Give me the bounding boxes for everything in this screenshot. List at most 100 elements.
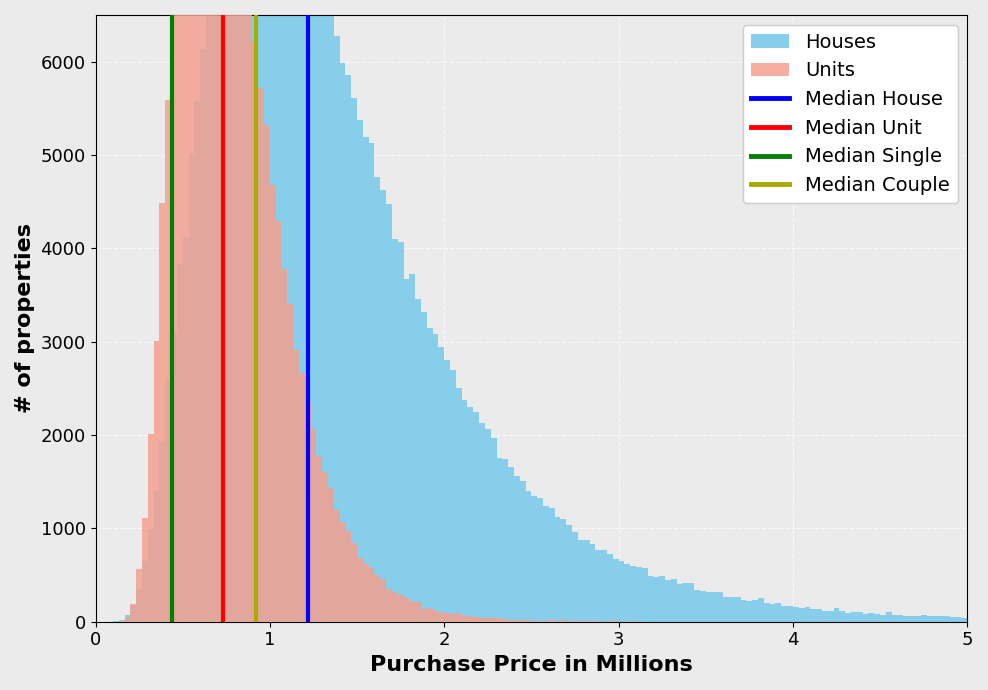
Bar bbox=[288, 304, 293, 622]
Bar bbox=[130, 604, 136, 622]
Bar bbox=[520, 481, 526, 622]
Bar bbox=[554, 621, 560, 622]
Bar bbox=[276, 221, 282, 622]
Bar bbox=[782, 606, 787, 622]
Bar bbox=[241, 0, 247, 622]
Bar bbox=[136, 569, 142, 622]
Bar bbox=[142, 518, 148, 622]
Bar bbox=[502, 619, 508, 622]
Bar bbox=[921, 615, 927, 622]
Bar bbox=[700, 591, 705, 622]
Bar bbox=[741, 600, 746, 622]
Bar bbox=[299, 0, 304, 622]
Bar bbox=[189, 0, 195, 622]
Median Unit bbox=[217, 618, 229, 626]
Bar bbox=[439, 612, 445, 622]
Bar bbox=[729, 597, 735, 622]
Bar bbox=[445, 359, 450, 622]
Bar bbox=[340, 522, 346, 622]
Bar bbox=[548, 620, 554, 622]
Bar bbox=[253, 0, 258, 622]
Bar bbox=[217, 0, 223, 622]
Bar bbox=[201, 49, 206, 622]
Bar bbox=[514, 476, 520, 622]
Bar bbox=[322, 0, 328, 622]
Bar bbox=[915, 615, 921, 622]
Bar bbox=[142, 561, 148, 622]
Legend: Houses, Units, Median House, Median Unit, Median Single, Median Couple: Houses, Units, Median House, Median Unit… bbox=[743, 25, 957, 203]
Bar bbox=[705, 592, 711, 622]
Bar bbox=[433, 611, 439, 622]
Bar bbox=[520, 620, 526, 622]
Bar bbox=[427, 608, 433, 622]
Bar bbox=[566, 525, 572, 622]
Bar bbox=[584, 621, 590, 622]
Bar bbox=[195, 0, 201, 622]
Bar bbox=[403, 279, 409, 622]
Bar bbox=[299, 373, 304, 622]
Bar bbox=[211, 0, 217, 622]
Bar bbox=[351, 98, 357, 622]
Bar bbox=[450, 371, 455, 622]
Bar bbox=[363, 564, 369, 622]
Bar bbox=[328, 488, 334, 622]
Median Couple bbox=[250, 618, 262, 626]
Bar bbox=[868, 613, 874, 622]
Bar bbox=[124, 615, 130, 622]
Bar bbox=[508, 620, 514, 622]
Bar bbox=[613, 559, 618, 622]
Bar bbox=[206, 0, 211, 622]
Bar bbox=[514, 620, 520, 622]
Bar bbox=[961, 618, 967, 622]
Median House bbox=[302, 618, 314, 626]
Bar bbox=[874, 613, 880, 622]
Bar bbox=[328, 6, 334, 622]
Bar bbox=[264, 126, 270, 622]
Bar bbox=[183, 0, 189, 622]
Bar bbox=[346, 75, 351, 622]
Bar bbox=[770, 604, 776, 622]
Bar bbox=[293, 0, 299, 622]
Bar bbox=[723, 597, 729, 622]
Bar bbox=[340, 63, 346, 622]
Bar bbox=[229, 0, 235, 622]
Bar bbox=[258, 0, 264, 622]
Bar bbox=[334, 510, 340, 622]
Bar bbox=[933, 616, 939, 622]
Median Single bbox=[166, 618, 178, 626]
Bar bbox=[572, 532, 578, 622]
Bar bbox=[183, 237, 189, 622]
Bar bbox=[409, 601, 415, 622]
Bar bbox=[136, 589, 142, 622]
Bar bbox=[398, 242, 403, 622]
Bar bbox=[863, 614, 868, 622]
Bar bbox=[537, 621, 543, 622]
Median Single bbox=[166, 618, 178, 626]
Median Unit bbox=[217, 618, 229, 626]
Bar bbox=[927, 616, 933, 622]
Bar bbox=[955, 617, 961, 622]
Bar bbox=[386, 589, 392, 622]
Bar bbox=[247, 0, 253, 622]
Bar bbox=[450, 614, 455, 622]
Bar bbox=[346, 531, 351, 622]
Bar bbox=[119, 620, 124, 622]
Bar bbox=[711, 593, 717, 622]
Bar bbox=[386, 204, 392, 622]
Bar bbox=[177, 264, 183, 622]
Bar bbox=[439, 347, 445, 622]
Bar bbox=[380, 190, 386, 622]
Bar bbox=[636, 566, 642, 622]
Bar bbox=[845, 613, 851, 622]
Bar bbox=[270, 0, 276, 622]
Bar bbox=[415, 299, 421, 622]
Bar bbox=[717, 591, 723, 622]
Bar bbox=[677, 584, 683, 622]
Bar bbox=[165, 380, 171, 622]
Bar bbox=[746, 601, 752, 622]
Bar bbox=[735, 598, 741, 622]
Bar bbox=[159, 203, 165, 622]
Bar bbox=[247, 0, 253, 622]
X-axis label: Purchase Price in Millions: Purchase Price in Millions bbox=[370, 655, 693, 675]
Bar bbox=[793, 607, 798, 622]
